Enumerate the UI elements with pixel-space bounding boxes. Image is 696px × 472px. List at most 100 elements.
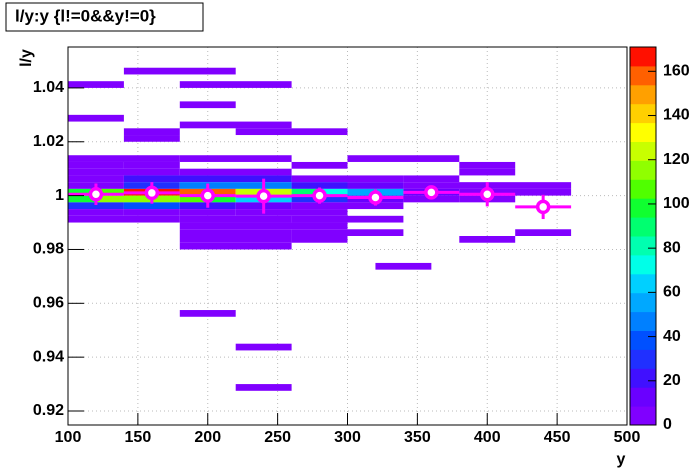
heatmap-cell	[459, 188, 572, 196]
heatmap-cell	[459, 236, 516, 243]
color-bar-step	[630, 198, 656, 218]
heatmap-cell	[179, 155, 292, 162]
y-tick-label: 0.96	[33, 295, 64, 312]
color-bar-step	[630, 47, 656, 67]
heatmap-cell	[291, 236, 348, 243]
y-tick-label: 0.98	[33, 241, 64, 258]
profile-point	[480, 187, 495, 202]
z-tick-label: 40	[663, 328, 681, 345]
heatmap-cell	[235, 209, 348, 216]
heatmap-cell	[291, 175, 404, 183]
heatmap-cell	[68, 155, 180, 162]
heatmap-cell	[207, 195, 236, 203]
heatmap-cell	[459, 161, 516, 169]
x-tick-label: 250	[264, 429, 291, 446]
color-bar-step	[630, 349, 656, 369]
profile-point	[256, 188, 271, 204]
color-bar-step	[630, 84, 656, 105]
heatmap-cell	[68, 175, 124, 183]
heatmap-cell	[179, 121, 292, 129]
heatmap-cell	[291, 161, 348, 169]
profile-point	[200, 188, 215, 203]
heatmap-cell	[179, 101, 236, 109]
heatmap-cell	[235, 343, 292, 351]
heatmap-cell	[347, 182, 404, 189]
z-tick-label: 80	[663, 239, 681, 256]
heatmap-cell	[68, 81, 124, 88]
z-tick-label: 60	[663, 284, 681, 301]
z-tick-label: 140	[663, 107, 690, 124]
color-bar-step	[630, 254, 656, 275]
x-tick-label: 450	[544, 429, 571, 446]
z-tick-label: 120	[663, 151, 690, 168]
heatmap-cell	[179, 229, 292, 236]
heatmap-cell	[123, 67, 236, 75]
heatmap-cell	[235, 384, 292, 391]
heatmap-cell	[459, 168, 516, 176]
heatmap-cell	[235, 188, 264, 196]
heatmap-cell	[179, 209, 236, 216]
heatmap-cell	[68, 195, 96, 203]
heatmap-cell	[319, 188, 348, 196]
heatmap-cell	[179, 182, 292, 189]
x-tick-label: 400	[474, 429, 501, 446]
heatmap-cell	[179, 215, 292, 223]
heatmap-cell	[95, 195, 180, 203]
heatmap-cell	[375, 262, 432, 270]
profile-point	[535, 199, 551, 215]
color-bar-step	[630, 292, 656, 313]
heatmap-cell	[263, 188, 292, 196]
heatmap-cell	[68, 161, 124, 169]
heatmap-cell	[123, 209, 180, 216]
profile-point	[368, 190, 383, 205]
z-tick-label: 20	[663, 372, 681, 389]
color-bar-step	[630, 236, 656, 256]
y-tick-label: 1	[55, 187, 64, 204]
x-axis-label: y	[617, 451, 626, 468]
x-tick-label: 100	[55, 429, 82, 446]
color-bar-step	[630, 387, 656, 407]
color-bar-step	[630, 406, 656, 426]
heatmap-cell	[123, 202, 180, 210]
heatmap-cell	[123, 128, 180, 136]
x-tick-label: 150	[125, 429, 152, 446]
title-box	[5, 2, 204, 32]
heatmap-cell	[68, 168, 180, 176]
heatmap-cell	[68, 114, 124, 122]
heatmap-cell	[347, 155, 460, 162]
profile-point	[312, 188, 327, 203]
heatmap-cell	[123, 175, 292, 183]
y-axis-label: l/y	[18, 49, 35, 67]
color-bar-frame	[629, 46, 657, 426]
profile-point	[88, 187, 104, 202]
heatmap-cell	[179, 168, 292, 176]
heatmap-cell	[515, 229, 572, 236]
color-bar-step	[630, 122, 656, 142]
y-tick-label: 0.92	[33, 402, 64, 419]
color-bar-step	[630, 179, 656, 199]
heatmap-cell	[291, 182, 348, 189]
z-tick-label: 160	[663, 63, 690, 80]
color-bar-step	[630, 217, 656, 237]
heatmap-cell	[179, 236, 292, 243]
heatmap-cell	[291, 202, 404, 210]
color-bar-step	[630, 273, 656, 294]
heatmap-cell	[68, 209, 124, 216]
color-bar-step	[630, 103, 656, 124]
z-tick-label: 100	[663, 195, 690, 212]
z-tick-label: 0	[663, 416, 672, 433]
chart-title: l/y:y {l!=0&&y!=0}	[15, 6, 156, 25]
color-bar-step	[630, 311, 656, 331]
y-tick-label: 1.02	[33, 133, 64, 150]
heatmap-cell	[179, 222, 348, 230]
heatmap-cell	[95, 188, 124, 196]
profile-point	[424, 185, 439, 200]
color-bar-step	[630, 368, 656, 388]
color-bar-step	[630, 160, 656, 180]
heatmap-cell	[291, 215, 404, 223]
heatmap-cell	[403, 175, 460, 183]
color-bar-step	[630, 141, 656, 161]
heatmap-cell	[291, 188, 320, 196]
heatmap-cell	[179, 242, 292, 250]
